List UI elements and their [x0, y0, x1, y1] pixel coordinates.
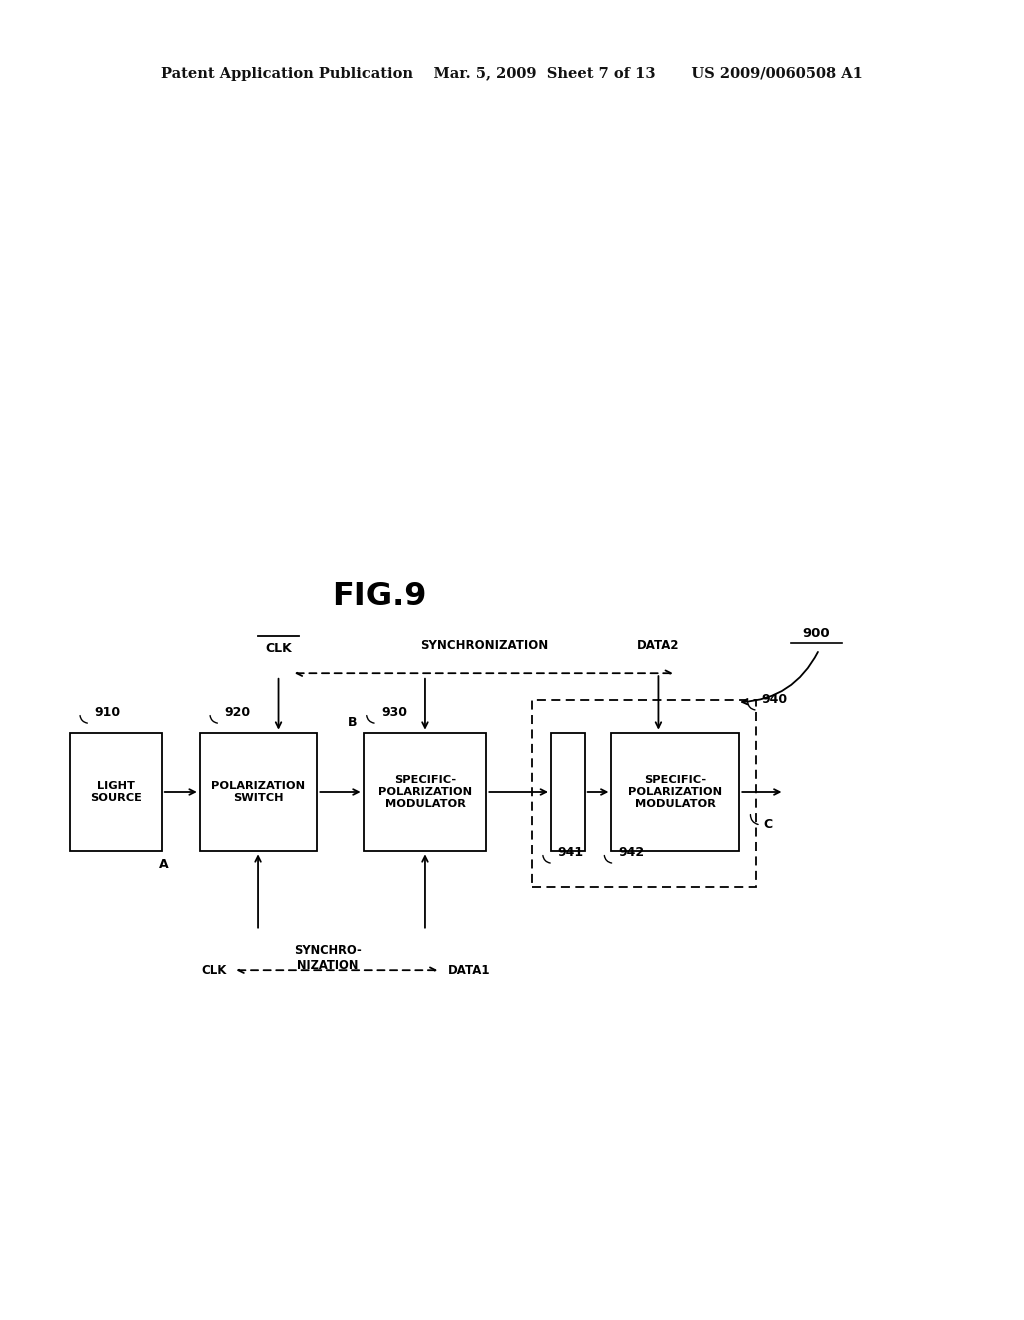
Text: SPECIFIC-
POLARIZATION
MODULATOR: SPECIFIC- POLARIZATION MODULATOR [378, 775, 472, 809]
Text: 942: 942 [618, 846, 645, 859]
Text: LIGHT
SOURCE: LIGHT SOURCE [90, 781, 141, 803]
Bar [200, 733, 317, 851]
Text: SYNCHRONIZATION: SYNCHRONIZATION [420, 639, 548, 652]
Bar [611, 733, 739, 851]
Text: DATA1: DATA1 [447, 964, 490, 977]
Text: 900: 900 [803, 627, 829, 640]
Bar [532, 700, 756, 887]
Text: C: C [763, 818, 772, 832]
Text: 920: 920 [224, 706, 251, 719]
Text: DATA2: DATA2 [637, 639, 680, 652]
Text: Patent Application Publication    Mar. 5, 2009  Sheet 7 of 13       US 2009/0060: Patent Application Publication Mar. 5, 2… [161, 67, 863, 81]
Text: 910: 910 [94, 706, 121, 719]
Text: 940: 940 [762, 693, 788, 706]
Text: SPECIFIC-
POLARIZATION
MODULATOR: SPECIFIC- POLARIZATION MODULATOR [629, 775, 722, 809]
Text: 941: 941 [557, 846, 584, 859]
Text: 930: 930 [381, 706, 407, 719]
Text: A: A [159, 858, 169, 871]
Bar [551, 733, 585, 851]
Bar [70, 733, 162, 851]
Text: B: B [348, 715, 357, 729]
Text: POLARIZATION
SWITCH: POLARIZATION SWITCH [212, 781, 305, 803]
Text: CLK: CLK [201, 964, 226, 977]
Bar [364, 733, 486, 851]
Text: SYNCHRO-
NIZATION: SYNCHRO- NIZATION [294, 944, 361, 972]
Text: FIG.9: FIG.9 [332, 581, 426, 612]
Text: CLK: CLK [265, 642, 292, 655]
